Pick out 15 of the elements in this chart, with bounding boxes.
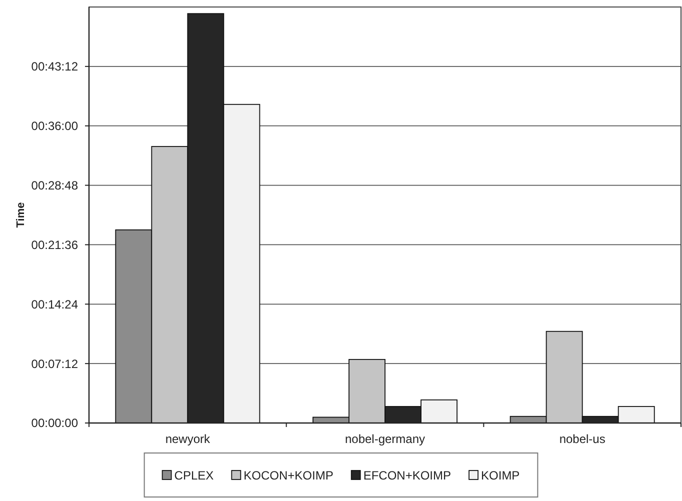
y-tick-label: 00:28:48: [31, 178, 78, 192]
y-tick-label: 00:07:12: [31, 356, 78, 371]
y-tick-label: 00:21:36: [31, 238, 78, 252]
y-tick-label: 00:00:00: [31, 416, 78, 430]
y-tick-label: 00:14:24: [31, 297, 78, 312]
y-axis-title: Time: [15, 202, 27, 228]
legend-label: KOCON+KOIMP: [244, 468, 334, 482]
x-tick-label: newyork: [165, 432, 212, 446]
legend-label: EFCON+KOIMP: [363, 468, 452, 482]
legend-label: CPLEX: [174, 468, 214, 482]
x-tick-label: nobel-germany: [344, 432, 426, 446]
y-tick-label: 00:36:00: [31, 119, 78, 134]
y-tick-label: 00:43:12: [31, 60, 78, 74]
legend-label: KOIMP: [481, 468, 520, 482]
x-tick-label: nobel-us: [559, 432, 606, 446]
